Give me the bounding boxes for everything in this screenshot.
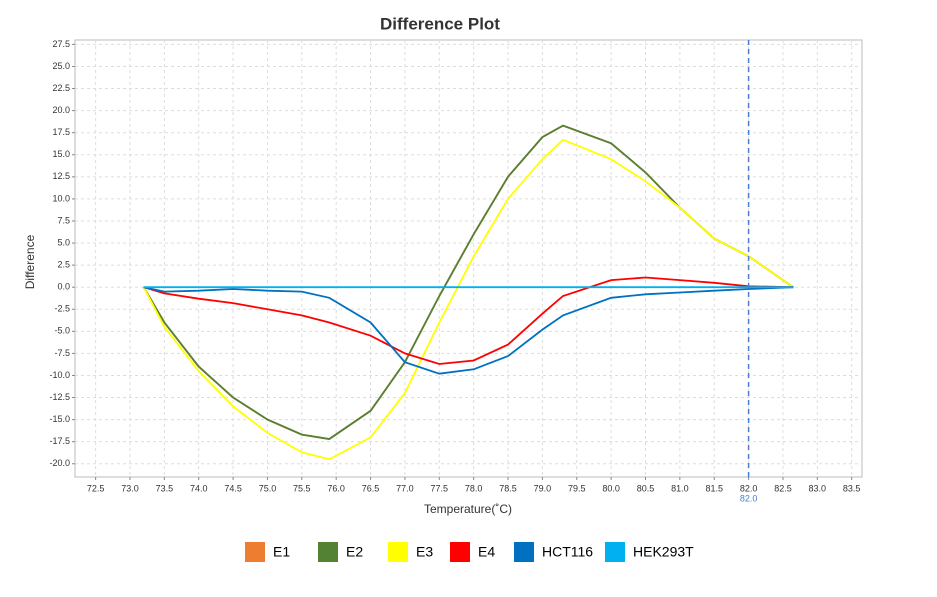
legend-label: HEK293T	[633, 544, 694, 560]
x-tick-label: 80.5	[637, 483, 655, 493]
legend-label: E3	[416, 544, 433, 560]
legend-label: E1	[273, 544, 290, 560]
x-tick-label: 72.5	[87, 483, 105, 493]
x-tick-label: 83.5	[843, 483, 861, 493]
legend-swatch	[245, 542, 265, 562]
x-tick-label: 80.0	[602, 483, 620, 493]
x-tick-label: 79.5	[568, 483, 586, 493]
legend-swatch	[514, 542, 534, 562]
x-tick-label: 78.5	[499, 483, 517, 493]
x-tick-label: 76.0	[327, 483, 345, 493]
y-tick-label: 2.5	[57, 259, 70, 269]
plot-area	[74, 39, 863, 478]
series-line	[142, 124, 794, 440]
legend-swatch	[605, 542, 625, 562]
x-tick-label: 73.5	[156, 483, 174, 493]
x-tick-label: 74.0	[190, 483, 208, 493]
y-tick-label: 0.0	[57, 282, 70, 292]
series-line	[143, 286, 794, 375]
series-line	[143, 276, 794, 365]
y-tick-label: -12.5	[49, 392, 70, 402]
x-tick-label: 77.5	[431, 483, 449, 493]
y-tick-label: -10.0	[49, 370, 70, 380]
y-tick-label: 12.5	[52, 171, 70, 181]
y-tick-label: -5.0	[54, 326, 70, 336]
legend: E1 E2 E3 E4 HCT116 HEK293T	[245, 542, 694, 562]
x-tick-label: 81.5	[705, 483, 723, 493]
x-tick-label: 76.5	[362, 483, 380, 493]
legend-label: HCT116	[542, 544, 593, 560]
y-tick-label: 27.5	[52, 39, 70, 49]
y-tick-label: 5.0	[57, 237, 70, 247]
x-tick-label: 82.5	[774, 483, 792, 493]
y-tick-label: 22.5	[52, 83, 70, 93]
x-tick-label: 75.5	[293, 483, 311, 493]
y-tick-label: -20.0	[49, 458, 70, 468]
series-line	[142, 138, 794, 461]
legend-swatch	[318, 542, 338, 562]
y-tick-label: -7.5	[54, 348, 70, 358]
y-tick-label: 7.5	[57, 215, 70, 225]
x-tick-label: 82.0	[740, 483, 758, 493]
y-tick-label: -17.5	[49, 436, 70, 446]
x-axis-label: Temperature(˚C)	[424, 502, 512, 516]
x-tick-label: 74.5	[224, 483, 242, 493]
legend-label: E2	[346, 544, 363, 560]
legend-swatch	[450, 542, 470, 562]
legend-swatch	[388, 542, 408, 562]
x-tick-label: 77.0	[396, 483, 414, 493]
x-tick-label: 79.0	[534, 483, 552, 493]
chart-title: Difference Plot	[380, 14, 500, 33]
y-tick-label: 25.0	[52, 61, 70, 71]
y-tick-label: -15.0	[49, 414, 70, 424]
x-tick-label: 75.0	[259, 483, 277, 493]
x-tick-label: 83.0	[809, 483, 827, 493]
y-tick-label: 20.0	[52, 105, 70, 115]
y-axis-label: Difference	[23, 234, 37, 289]
x-tick-label: 78.0	[465, 483, 483, 493]
cursor-label: 82.0	[740, 493, 758, 503]
y-tick-label: 10.0	[52, 193, 70, 203]
y-tick-label: 17.5	[52, 127, 70, 137]
legend-label: E4	[478, 544, 495, 560]
y-tick-label: 15.0	[52, 149, 70, 159]
x-tick-label: 73.0	[121, 483, 139, 493]
x-tick-label: 81.0	[671, 483, 689, 493]
y-tick-label: -2.5	[54, 304, 70, 314]
